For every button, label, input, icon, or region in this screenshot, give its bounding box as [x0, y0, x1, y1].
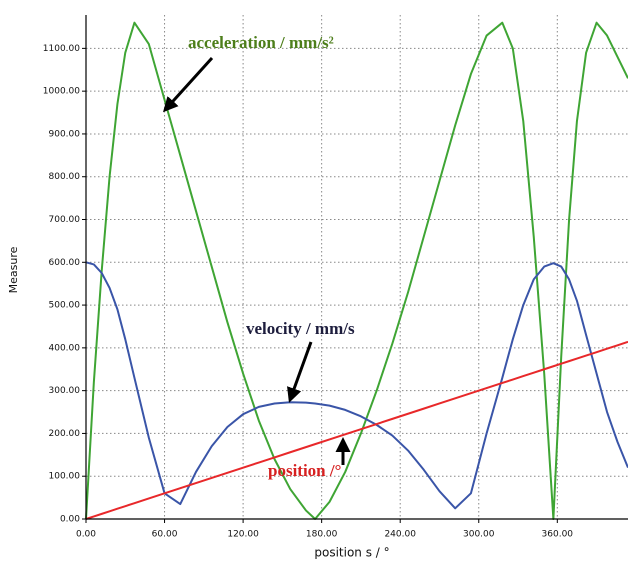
x-tick-label: 0.00 [76, 530, 96, 540]
y-tick-label: 300.00 [49, 386, 81, 396]
series-line [85, 340, 628, 520]
x-tick-label: 240.00 [384, 530, 416, 540]
arrow [287, 341, 313, 403]
y-axis-label: Measure [7, 246, 20, 293]
y-tick-label: 100.00 [49, 472, 81, 482]
y-tick-label: 0.00 [60, 515, 80, 525]
y-tick-label: 500.00 [49, 301, 81, 311]
x-tick-label: 120.00 [227, 530, 259, 540]
y-tick-label: 900.00 [49, 129, 81, 139]
x-tick-label: 360.00 [542, 530, 574, 540]
x-tick-label: 60.00 [152, 530, 178, 540]
annotation: acceleration / mm/s² [188, 33, 334, 52]
lines [85, 21, 628, 520]
y-tick-label: 800.00 [49, 172, 81, 182]
y-tick-label: 1000.00 [43, 87, 80, 97]
x-axis-label: position s / ° [314, 546, 389, 560]
x-tick-label: 300.00 [463, 530, 495, 540]
y-tick-label: 400.00 [49, 343, 81, 353]
annotation: position /° [268, 461, 341, 480]
y-tick-label: 600.00 [49, 258, 81, 268]
grid [86, 15, 628, 519]
arrow [162, 56, 214, 113]
annotation: velocity / mm/s [246, 319, 355, 338]
series-line [85, 21, 628, 520]
y-tick-label: 200.00 [49, 429, 81, 439]
y-tick-label: 1100.00 [43, 44, 80, 54]
y-tick-label: 700.00 [49, 215, 81, 225]
x-tick-label: 180.00 [306, 530, 338, 540]
series-line [85, 261, 628, 510]
